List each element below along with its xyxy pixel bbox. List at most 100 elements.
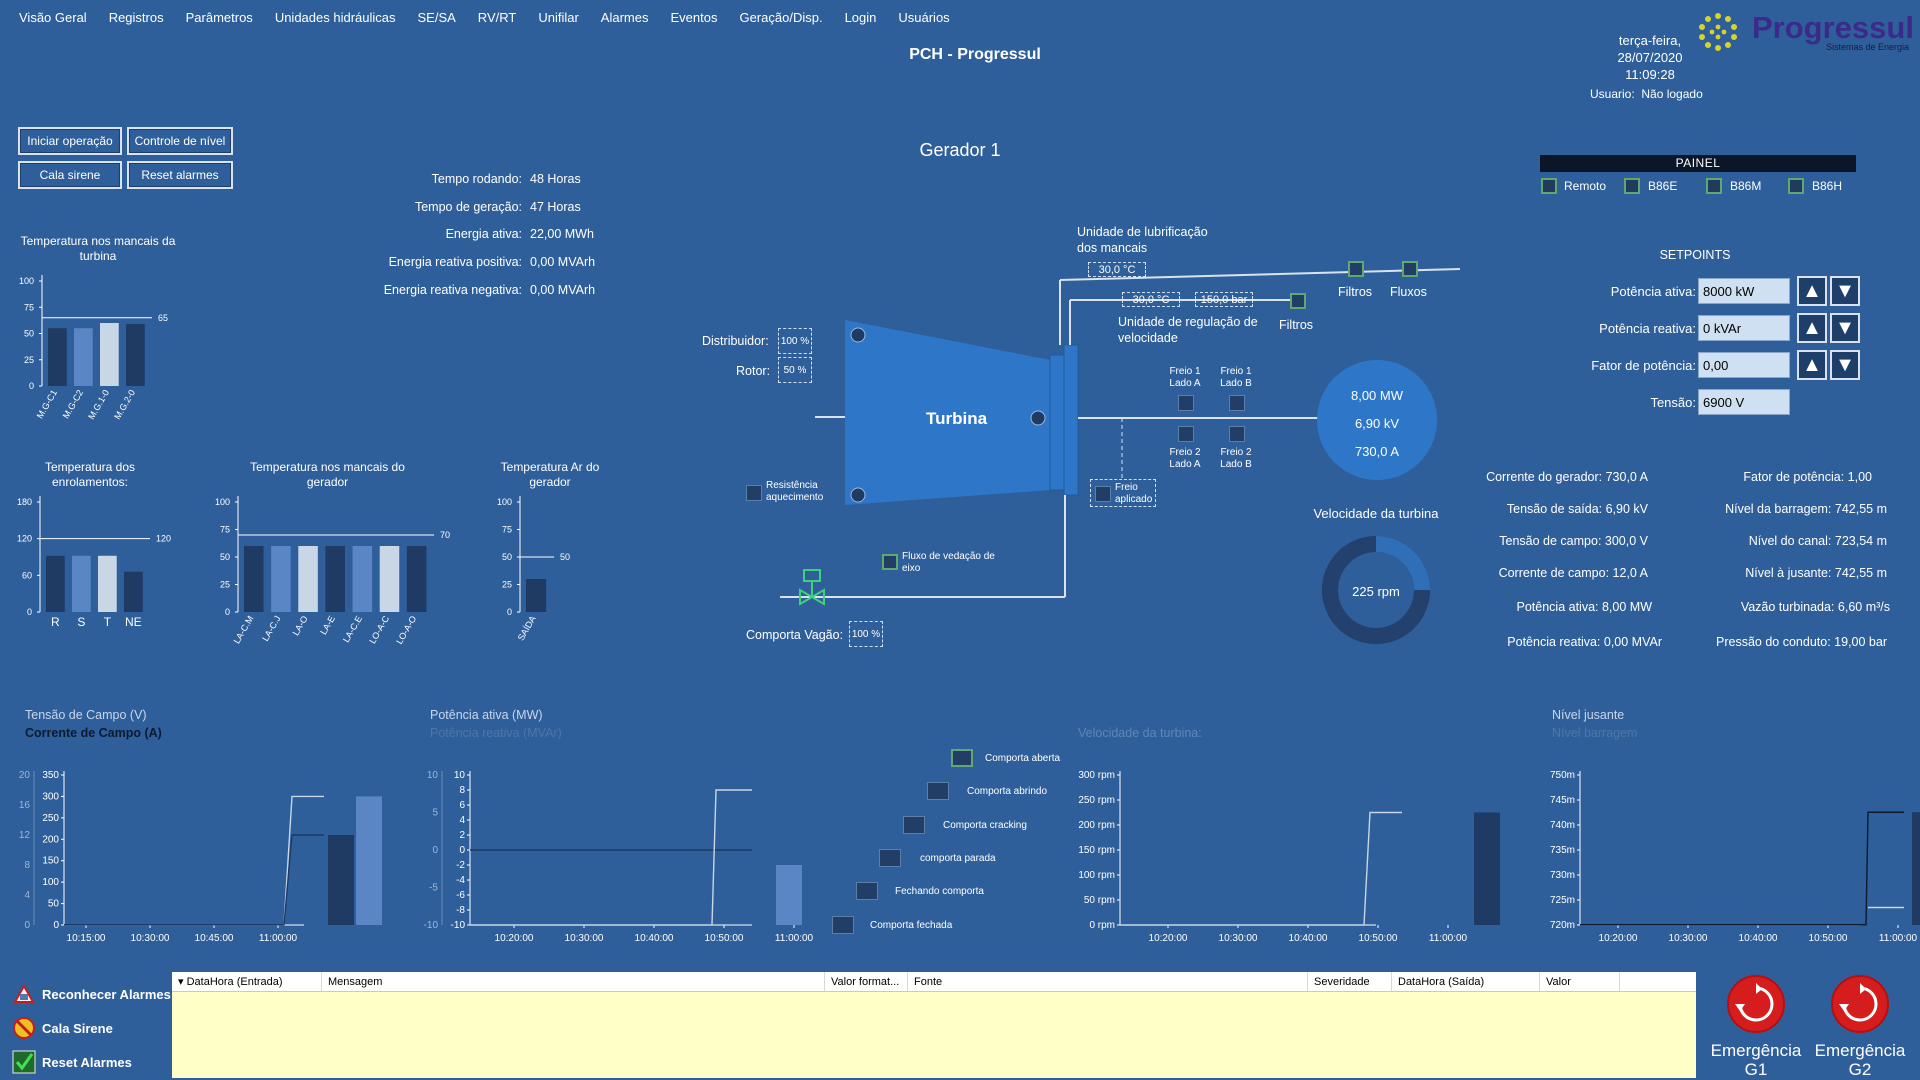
y-tick-label: 0 rpm (1089, 920, 1115, 931)
sp-potencia-ativa-input[interactable]: 8000 kW (1698, 278, 1790, 304)
sp-potencia-ativa-label: Potência ativa: (1610, 284, 1696, 299)
x-tick-label: 10:45:00 (195, 933, 234, 944)
y-tick-label: 75 (24, 302, 34, 312)
nav-alarmes[interactable]: Alarmes (600, 10, 649, 25)
trend-velocidade: 300 rpm 250 rpm 200 rpm 150 rpm 100 rpm 50 rp… (1078, 770, 1500, 944)
comporta-fechada-indicator (832, 916, 854, 934)
trend2-subtitle: Potência reativa (MVAr) (430, 726, 562, 740)
y-tick-label: -8 (456, 905, 465, 916)
col-severidade[interactable]: Severidade (1308, 972, 1392, 991)
freio2b-indicator (1229, 426, 1245, 442)
bar (74, 328, 93, 386)
comporta-abrindo-label: Comporta abrindo (967, 786, 1048, 797)
nav-rv-rt[interactable]: RV/RT (477, 10, 517, 25)
nav-login[interactable]: Login (844, 10, 877, 25)
freio-aplicado-label: Freio aplicado (1115, 482, 1153, 505)
x-tick-label: 10:50:00 (705, 933, 744, 944)
y-tick-label: 0 (507, 607, 512, 617)
nav-eventos[interactable]: Eventos (670, 10, 718, 25)
nav-usuarios[interactable]: Usuários (898, 10, 950, 25)
b86e-checkbox[interactable] (1624, 178, 1640, 194)
remoto-checkbox[interactable] (1541, 178, 1557, 194)
series-line (1580, 811, 1904, 926)
reset-alarmes-label: Reset Alarmes (42, 1054, 132, 1070)
emergencia-g1-button[interactable]: Emergência G1 (1706, 975, 1806, 1079)
y-tick-label: 100 (215, 497, 230, 507)
trend4-subtitle: Nível barragem (1552, 726, 1638, 740)
distribuidor-label: Distribuidor: (702, 334, 769, 348)
sp-potencia-reativa-up-icon[interactable]: ▲ (1797, 313, 1827, 343)
sp-potencia-reativa-input[interactable]: 0 kVAr (1698, 315, 1790, 341)
bar (48, 328, 67, 386)
y-tick-label-outer: 8 (24, 860, 30, 871)
b86m-checkbox[interactable] (1706, 178, 1722, 194)
alarm-table-header: ▾ DataHora (Entrada) Mensagem Valor form… (172, 972, 1696, 992)
nav-registros[interactable]: Registros (108, 10, 164, 25)
b86h-checkbox[interactable] (1788, 178, 1804, 194)
chart-enrolamentos: 180 120 60 0 R S T NE 120 (17, 496, 171, 629)
turbina-label: Turbina (926, 409, 988, 428)
controle-nivel-button[interactable]: Controle de nível (127, 127, 233, 155)
sp-potencia-ativa-up-icon[interactable]: ▲ (1797, 276, 1827, 306)
y-tick-label: 735m (1550, 845, 1575, 856)
comporta-abrindo-indicator (927, 782, 949, 800)
sp-fator-potencia-input[interactable]: 0,00 (1698, 352, 1790, 378)
x-tick-label: 10:50:00 (1809, 933, 1848, 944)
meas-vazao-turbinada: Vazão turbinada: 6,60 m³/s (1680, 600, 1890, 614)
col-datahora-entrada[interactable]: ▾ DataHora (Entrada) (172, 972, 322, 991)
reset-alarmes-action[interactable]: Reset Alarmes (12, 1048, 132, 1076)
rpm-gauge (1322, 536, 1430, 644)
col-mensagem[interactable]: Mensagem (322, 972, 825, 991)
trend-nivel: 750m 745m 740m 735m 730m 725m 720m 10:20:00 10:3… (1550, 770, 1920, 944)
bar (379, 546, 400, 612)
comporta-cracking-indicator (903, 816, 925, 834)
reset-alarmes-button[interactable]: Reset alarmes (127, 161, 233, 189)
alarm-table[interactable]: ▾ DataHora (Entrada) Mensagem Valor form… (172, 972, 1696, 1078)
meas-value: 742,55 m (1834, 502, 1887, 516)
sp-fator-potencia-up-icon[interactable]: ▲ (1797, 350, 1827, 380)
meas-label: Corrente de campo: (1498, 566, 1610, 580)
meas-potencia-ativa: Potência ativa: 8,00 MW (1470, 600, 1653, 614)
meas-label: Tensão de saída: (1506, 502, 1603, 516)
y-tick-label: 200 rpm (1078, 820, 1115, 831)
sp-potencia-ativa-down-icon[interactable]: ▼ (1830, 276, 1860, 306)
iniciar-operacao-button[interactable]: Iniciar operação (18, 127, 122, 155)
reconhecer-alarmes-label: Reconhecer Alarmes (42, 986, 171, 1002)
distribuidor-value: 100 % (778, 328, 812, 354)
x-tick-label: 10:15:00 (67, 933, 106, 944)
y-tick-label: -4 (456, 875, 465, 886)
stat-label: Energia ativa: (445, 227, 522, 241)
freio-aplicado-box: Freio aplicado (1090, 479, 1156, 507)
cala-sirene-action[interactable]: Cala Sirene (12, 1014, 113, 1042)
bar (298, 546, 318, 612)
sp-fator-potencia-down-icon[interactable]: ▼ (1830, 350, 1860, 380)
y-tick-label: 200 (42, 834, 59, 845)
comporta-fechada-label: Comporta fechada (870, 920, 953, 931)
nav-geracao-disp[interactable]: Geração/Disp. (739, 10, 823, 25)
col-valor-formatado[interactable]: Valor format... (825, 972, 908, 991)
sp-tensao-input[interactable]: 6900 V (1698, 389, 1790, 415)
nav-visao-geral[interactable]: Visão Geral (19, 10, 87, 25)
col-datahora-saida[interactable]: DataHora (Saída) (1392, 972, 1540, 991)
filtros-lubrificacao-indicator (1348, 261, 1364, 277)
x-tick-label: 11:00:00 (259, 933, 298, 944)
meas-corrente-gerador: Corrente do gerador: 730,0 A (1470, 470, 1648, 484)
threshold-label: 70 (440, 530, 450, 540)
nav-unidades-hidraulicas[interactable]: Unidades hidráulicas (274, 10, 396, 25)
col-valor[interactable]: Valor (1540, 972, 1620, 991)
meas-nivel-barragem: Nível da barragem: 742,55 m (1680, 502, 1887, 516)
y-tick-label: 100 (42, 877, 59, 888)
nav-unifilar[interactable]: Unifilar (538, 10, 579, 25)
stat-tempo-geracao: Tempo de geração: 47 Horas (300, 200, 581, 214)
sp-potencia-reativa-down-icon[interactable]: ▼ (1830, 313, 1860, 343)
cala-sirene-button[interactable]: Cala sirene (18, 161, 122, 189)
y-tick-label: 725m (1550, 895, 1575, 906)
emergencia-g2-button[interactable]: Emergência G2 (1810, 975, 1910, 1079)
threshold-label: 50 (560, 552, 570, 562)
meas-nivel-canal: Nível do canal: 723,54 m (1680, 534, 1887, 548)
nav-parametros[interactable]: Parâmetros (185, 10, 253, 25)
meas-label: Nível à jusante: (1745, 566, 1832, 580)
nav-se-sa[interactable]: SE/SA (417, 10, 456, 25)
reconhecer-alarmes-action[interactable]: Reconhecer Alarmes (12, 980, 171, 1008)
col-fonte[interactable]: Fonte (908, 972, 1308, 991)
